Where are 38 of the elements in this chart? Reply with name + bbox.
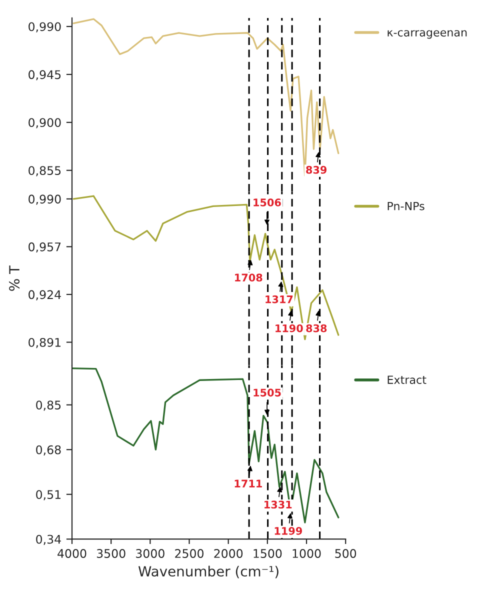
x-tick-label: 4000 <box>58 549 86 558</box>
y-tick-label: 0,990 <box>28 22 61 32</box>
x-tick-label: 3000 <box>136 549 164 558</box>
x-tick-label: 500 <box>335 549 356 558</box>
y-tick-label: 0,85 <box>36 400 61 411</box>
annotation: 839 <box>306 166 327 174</box>
annotation: 1331 <box>264 500 292 509</box>
y-tick-label: 0,34 <box>36 534 61 545</box>
line-series <box>72 367 340 524</box>
annotation: 1711 <box>234 480 262 488</box>
y-tick-label: 0,957 <box>28 242 61 253</box>
annotation: 1317 <box>266 295 293 304</box>
y-tick-label: 0,891 <box>28 338 60 348</box>
legend-label: Extract <box>388 376 426 384</box>
y-tick-label: 0,945 <box>28 70 61 80</box>
annotation: 1505 <box>254 388 281 397</box>
line-series <box>72 195 340 340</box>
y-tick-label: 0,924 <box>28 290 61 300</box>
y-tick-label: 0,51 <box>36 490 60 500</box>
x-tick-label: 1000 <box>292 549 321 558</box>
annotation: 1708 <box>235 274 262 282</box>
x-tick-label: 3500 <box>96 549 126 558</box>
x-axis-title: Wavenumber (cm⁻¹) <box>138 566 278 578</box>
x-tick-label: 2000 <box>214 549 243 558</box>
y-tick-label: 0,990 <box>28 194 61 205</box>
y-axis-title: % T <box>9 265 20 291</box>
legend-label: Pn-NPs <box>388 202 424 210</box>
annotation: 1199 <box>274 527 302 535</box>
line-series <box>72 18 340 177</box>
annotation: 1506 <box>254 198 281 206</box>
y-tick-label: 0,855 <box>28 166 61 176</box>
x-tick-label: 1500 <box>254 549 282 558</box>
y-tick-label: 0,900 <box>28 118 61 128</box>
annotation: 1190 <box>276 324 303 332</box>
x-tick-label: 2500 <box>175 549 204 558</box>
legend-label: κ-carrageenan <box>388 30 467 39</box>
annotation: 838 <box>306 324 327 332</box>
y-tick-label: 0,68 <box>36 445 61 456</box>
